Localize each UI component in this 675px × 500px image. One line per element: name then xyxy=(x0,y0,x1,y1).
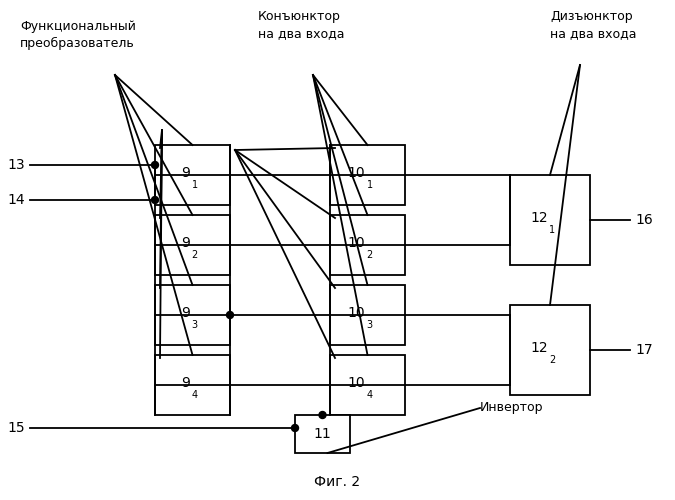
Text: 10: 10 xyxy=(348,236,365,250)
Text: 4: 4 xyxy=(192,390,198,400)
Text: 15: 15 xyxy=(7,421,25,435)
Text: Фиг. 2: Фиг. 2 xyxy=(315,475,360,489)
Text: 2: 2 xyxy=(549,355,556,365)
Bar xyxy=(510,305,590,395)
Bar xyxy=(155,215,230,275)
Circle shape xyxy=(151,196,159,203)
Text: 13: 13 xyxy=(7,158,25,172)
Circle shape xyxy=(151,162,159,168)
Text: 9: 9 xyxy=(182,376,190,390)
Text: 9: 9 xyxy=(182,166,190,180)
Circle shape xyxy=(227,312,234,318)
Bar xyxy=(510,175,590,265)
Text: 4: 4 xyxy=(367,390,373,400)
Bar xyxy=(155,355,230,415)
Text: Дизъюнктор
на два входа: Дизъюнктор на два входа xyxy=(550,10,637,40)
Text: 10: 10 xyxy=(348,306,365,320)
Text: 9: 9 xyxy=(182,306,190,320)
Text: 1: 1 xyxy=(367,180,373,190)
Text: 1: 1 xyxy=(549,225,555,235)
Text: 14: 14 xyxy=(7,193,25,207)
Text: 16: 16 xyxy=(635,213,653,227)
Bar xyxy=(330,355,405,415)
Text: Инвертор: Инвертор xyxy=(480,402,543,414)
Text: 17: 17 xyxy=(635,343,653,357)
Bar xyxy=(330,145,405,205)
Bar xyxy=(295,415,350,453)
Text: 1: 1 xyxy=(192,180,198,190)
Text: Конъюнктор
на два входа: Конъюнктор на два входа xyxy=(258,10,344,40)
Text: 10: 10 xyxy=(348,376,365,390)
Text: 2: 2 xyxy=(367,250,373,260)
Text: Функциональный
преобразователь: Функциональный преобразователь xyxy=(20,20,136,50)
Bar xyxy=(330,285,405,345)
Text: 12: 12 xyxy=(531,341,548,355)
Bar xyxy=(155,285,230,345)
Bar xyxy=(330,215,405,275)
Text: 10: 10 xyxy=(348,166,365,180)
Text: 9: 9 xyxy=(182,236,190,250)
Circle shape xyxy=(319,412,326,418)
Text: 11: 11 xyxy=(314,427,331,441)
Text: 2: 2 xyxy=(192,250,198,260)
Circle shape xyxy=(292,424,298,432)
Text: 3: 3 xyxy=(367,320,373,330)
Text: 3: 3 xyxy=(192,320,198,330)
Bar xyxy=(155,145,230,205)
Text: 12: 12 xyxy=(531,211,548,225)
